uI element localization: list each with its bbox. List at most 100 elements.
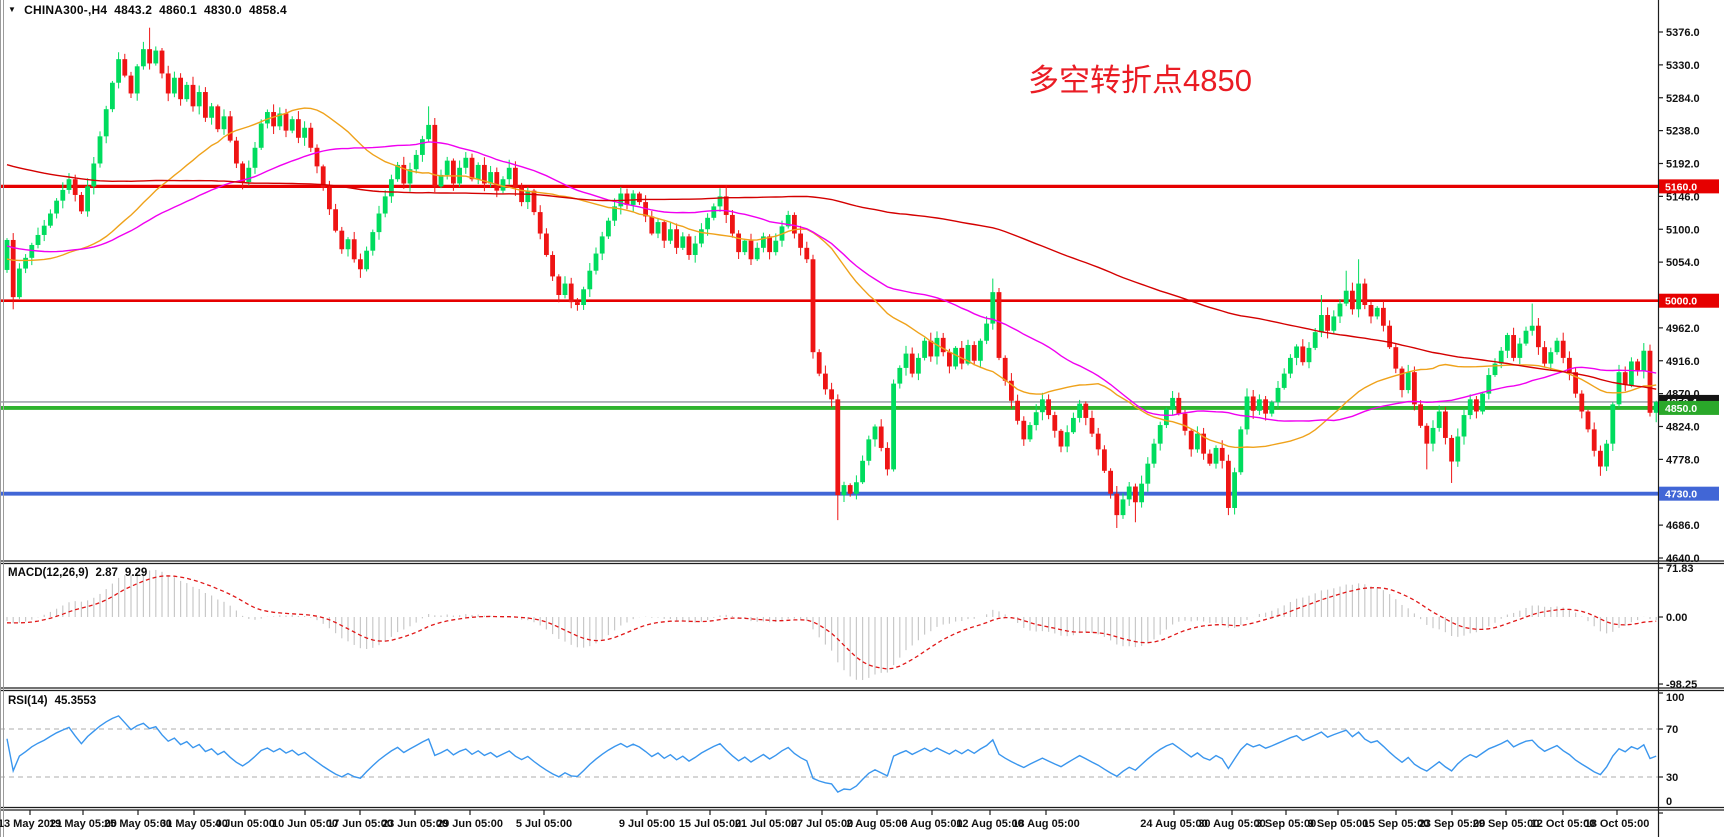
candle [1653, 401, 1658, 413]
candle [1325, 315, 1330, 331]
candle [1610, 404, 1616, 444]
macd-plot [6, 569, 1657, 681]
candle [277, 113, 283, 127]
candle [1040, 399, 1045, 413]
candle [147, 49, 152, 64]
candle [978, 340, 983, 361]
candle [971, 345, 977, 361]
candle [891, 383, 896, 470]
price-badge [1659, 400, 1719, 415]
candle [1108, 470, 1113, 494]
candle [1480, 393, 1485, 412]
candle [816, 352, 822, 374]
price-tick-label: 4640.0 [1666, 553, 1700, 565]
candle [66, 179, 72, 190]
candle [1629, 361, 1634, 386]
time-tick-label: 30 Aug 05:00 [1198, 818, 1265, 830]
candle [85, 186, 90, 212]
price-tick-label: 5330.0 [1666, 60, 1700, 72]
ohlc-open: 4843.2 [114, 3, 153, 17]
candle [1560, 340, 1566, 358]
candle [1139, 483, 1144, 503]
macd-signal-line [6, 575, 1657, 670]
candle [252, 147, 258, 168]
candle [1058, 430, 1064, 447]
candle [1064, 432, 1070, 447]
candle [525, 190, 531, 203]
ohlc-close: 4858.4 [248, 3, 287, 17]
candle [1461, 415, 1467, 437]
candle [742, 240, 748, 253]
candle [451, 160, 456, 184]
candle [1393, 347, 1399, 369]
time-tick-label: 9 Jul 05:00 [619, 818, 675, 830]
price-tick-label: 4916.0 [1666, 356, 1700, 368]
candle [1052, 415, 1058, 431]
candle [506, 167, 512, 180]
candle [897, 367, 903, 384]
time-tick-label: 5 Jul 05:00 [516, 818, 572, 830]
candle [773, 240, 779, 253]
candle [767, 236, 772, 253]
annotation-text: 多空转折点4850 [1028, 63, 1252, 98]
candle [1250, 396, 1256, 411]
candle [1436, 411, 1442, 428]
candle [854, 482, 859, 494]
candle [1498, 350, 1504, 364]
rsi-tick-label: 0 [1666, 796, 1672, 808]
time-tick-label: 24 Aug 05:00 [1140, 818, 1207, 830]
time-tick-label: 6 Aug 05:00 [901, 818, 962, 830]
candle [1449, 437, 1454, 462]
candle [1443, 411, 1448, 438]
candle [593, 253, 599, 271]
time-tick-label: 21 Jul 05:00 [735, 818, 797, 830]
candle [1350, 290, 1355, 310]
candle [1263, 399, 1268, 414]
candle [1573, 372, 1578, 394]
candle [488, 172, 493, 184]
candle [1319, 315, 1324, 333]
time-tick-label: 12 Aug 05:00 [956, 818, 1023, 830]
candle [283, 113, 289, 131]
time-tick-label: 29 Jun 05:00 [437, 818, 503, 830]
candle [302, 127, 307, 138]
candle [339, 230, 345, 250]
price-badge [1659, 293, 1719, 308]
candle [79, 194, 84, 212]
candle [928, 340, 934, 357]
candle [668, 229, 673, 241]
price-tick-label: 5192.0 [1666, 159, 1700, 171]
candle [234, 140, 239, 164]
candle [1207, 453, 1213, 464]
candle [1523, 330, 1529, 344]
candle [178, 77, 183, 100]
candle [1201, 433, 1206, 454]
time-tick-label: 23 Sep 05:00 [1419, 818, 1486, 830]
candle [376, 213, 382, 233]
time-tick-label: 29 Sep 05:00 [1473, 818, 1540, 830]
candle [1455, 436, 1461, 462]
time-tick-label: 18 Aug 05:00 [1012, 818, 1079, 830]
candle [903, 353, 909, 368]
time-tick-label: 12 Oct 05:00 [1531, 818, 1596, 830]
time-tick-label: 27 Jul 05:00 [791, 818, 853, 830]
candle [730, 214, 735, 234]
candle [333, 209, 338, 231]
candle [785, 214, 791, 227]
candle [711, 206, 717, 218]
candle [1288, 357, 1293, 374]
candle [1145, 463, 1151, 484]
candle [358, 259, 363, 270]
candle [581, 289, 586, 306]
symbol-dropdown-icon[interactable]: ▼ [8, 5, 17, 14]
candle [531, 190, 537, 213]
candle [1133, 486, 1138, 503]
candle [550, 254, 555, 277]
candle [1647, 350, 1653, 413]
candle [265, 112, 270, 124]
ma-55-line [6, 141, 1657, 422]
candle [947, 352, 952, 367]
candle [1009, 380, 1014, 401]
